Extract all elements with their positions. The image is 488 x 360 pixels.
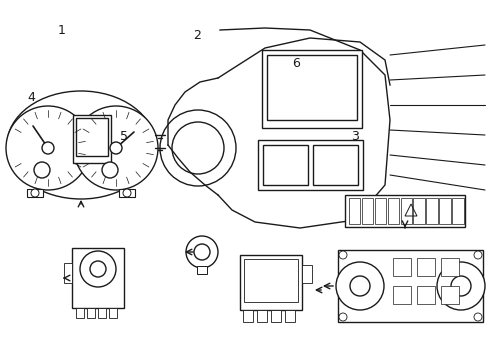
Circle shape [338, 251, 346, 259]
Bar [426, 198, 437, 224]
Bar [73, 115, 111, 163]
Bar [416, 286, 434, 304]
Circle shape [80, 251, 116, 287]
Circle shape [34, 162, 50, 178]
Ellipse shape [7, 91, 155, 199]
Circle shape [42, 142, 54, 154]
Circle shape [90, 261, 106, 277]
Bar [76, 308, 84, 318]
Bar [109, 308, 117, 318]
Bar [243, 310, 252, 322]
Bar [76, 118, 108, 156]
Bar [98, 308, 106, 318]
Text: 1: 1 [58, 24, 65, 37]
Bar [392, 258, 410, 276]
Circle shape [450, 276, 470, 296]
Circle shape [160, 110, 236, 186]
Bar [270, 310, 281, 322]
Circle shape [31, 189, 39, 197]
Bar [258, 140, 362, 190]
Bar [361, 198, 372, 224]
Circle shape [473, 251, 481, 259]
Bar [440, 258, 458, 276]
Bar [416, 258, 434, 276]
Text: 2: 2 [193, 29, 201, 42]
Bar [263, 145, 307, 185]
Text: 5: 5 [120, 130, 127, 143]
Bar [337, 250, 482, 322]
Bar [285, 310, 294, 322]
Circle shape [338, 313, 346, 321]
Circle shape [110, 142, 122, 154]
Bar [312, 145, 357, 185]
Circle shape [185, 236, 218, 268]
Circle shape [102, 162, 118, 178]
Bar [119, 189, 135, 197]
Circle shape [335, 262, 383, 310]
Circle shape [349, 276, 369, 296]
Circle shape [172, 122, 224, 174]
Bar [266, 55, 356, 120]
Bar [392, 286, 410, 304]
Bar [387, 198, 398, 224]
Bar [72, 248, 124, 308]
Bar [302, 265, 311, 283]
Circle shape [74, 106, 158, 190]
Bar [87, 308, 95, 318]
Bar [197, 266, 206, 274]
Bar [257, 310, 266, 322]
Bar [374, 198, 386, 224]
Bar [27, 189, 43, 197]
Bar [400, 198, 411, 224]
Bar [345, 195, 464, 227]
Bar [348, 198, 360, 224]
Bar [244, 259, 297, 302]
Bar [440, 286, 458, 304]
Bar [438, 198, 450, 224]
Bar [240, 255, 302, 310]
Text: 3: 3 [350, 130, 358, 143]
Text: 6: 6 [292, 57, 300, 69]
Circle shape [473, 313, 481, 321]
Circle shape [6, 106, 90, 190]
Bar [451, 198, 463, 224]
Circle shape [123, 189, 131, 197]
Bar [64, 263, 72, 283]
Bar [412, 198, 424, 224]
Circle shape [436, 262, 484, 310]
Bar [262, 50, 361, 128]
Text: 4: 4 [27, 91, 35, 104]
Circle shape [194, 244, 209, 260]
